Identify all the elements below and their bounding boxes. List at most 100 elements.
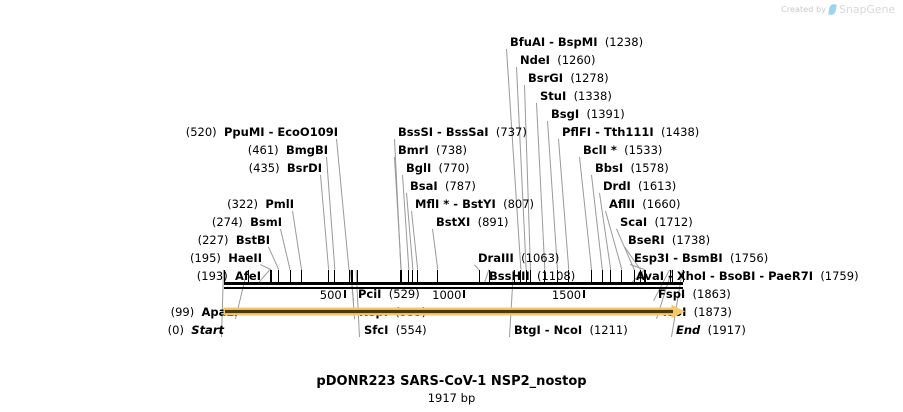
enzyme-name: MflI — [415, 197, 440, 211]
sequence-length-label: 1917 bp — [427, 391, 476, 405]
cut-site-tick — [544, 270, 546, 282]
enzyme-label-bsmi[interactable]: (274) BsmI — [212, 216, 282, 229]
enzyme-position: (787) — [444, 179, 476, 193]
enzyme-label-fspi[interactable]: FspI (1863) — [658, 288, 731, 301]
enzyme-label-draiii[interactable]: DraIII (1063) — [478, 252, 559, 265]
enzyme-label-bmgbi[interactable]: (461) BmgBI — [248, 144, 328, 157]
enzyme-separator: - — [669, 251, 682, 265]
enzyme-label-bsssi-bsssai[interactable]: BssSI - BssSaI (737) — [398, 126, 527, 139]
enzyme-name: BtgI — [514, 323, 541, 337]
cut-site-tick — [610, 270, 612, 282]
feature-arrow[interactable] — [0, 305, 903, 322]
enzyme-name: NcoI — [553, 323, 583, 337]
enzyme-label-bsai[interactable]: BsaI (787) — [410, 180, 476, 193]
enzyme-label-bsgi[interactable]: BsgI (1391) — [551, 108, 625, 121]
enzyme-position: (195) — [190, 251, 221, 265]
enzyme-position: (1917) — [707, 323, 746, 337]
enzyme-label-stui[interactable]: StuI (1338) — [540, 90, 612, 103]
enzyme-label-avai-xhoi-bsobi-paer7i[interactable]: AvaI - XhoI - BsoBI - PaeR7I (1759) — [636, 270, 859, 283]
enzyme-separator: - — [545, 35, 558, 49]
enzyme-position: (322) — [227, 197, 259, 211]
enzyme-label-btgi-ncoi[interactable]: BtgI - NcoI (1211) — [514, 324, 628, 337]
enzyme-label-pflfi-tth111i[interactable]: PflFI - Tth111I (1438) — [562, 126, 699, 139]
enzyme-position: (1613) — [638, 179, 677, 193]
enzyme-name: BssSI — [398, 125, 434, 139]
enzyme-position: (807) — [503, 197, 535, 211]
scale-label: 500 — [319, 288, 342, 302]
cut-site-tick — [412, 270, 414, 282]
scale-label: 1000 — [432, 288, 462, 302]
cut-site-tick — [270, 270, 272, 282]
enzyme-position: (1738) — [671, 233, 711, 247]
enzyme-position: (1578) — [630, 161, 669, 175]
enzyme-name: BssHII — [489, 269, 530, 283]
enzyme-label-bsrdi[interactable]: (435) BsrDI — [249, 162, 322, 175]
enzyme-position: (1759) — [820, 269, 859, 283]
enzyme-position: (1391) — [586, 107, 625, 121]
cut-site-tick — [328, 270, 330, 282]
enzyme-name: BglI — [406, 161, 432, 175]
enzyme-position: (770) — [438, 161, 470, 175]
enzyme-name: BsrGI — [528, 71, 563, 85]
cut-site-tick — [489, 270, 491, 282]
enzyme-separator: - — [755, 269, 769, 283]
enzyme-name: HaeII — [228, 251, 262, 265]
enzyme-label-esp3i-bsmbi[interactable]: Esp3I - BsmBI (1756) — [634, 252, 768, 265]
cut-site-tick — [400, 270, 402, 282]
enzyme-name: Start — [191, 323, 224, 337]
enzyme-label-bgli[interactable]: BglI (770) — [406, 162, 469, 175]
enzyme-label-start[interactable]: (0) Start — [168, 324, 224, 337]
enzyme-label-sfci[interactable]: SfcI (554) — [364, 324, 427, 337]
enzyme-label-bcli[interactable]: BclI * (1533) — [583, 144, 662, 157]
enzyme-name: BspMI — [557, 35, 598, 49]
enzyme-label-drdi[interactable]: DrdI (1613) — [603, 180, 676, 193]
enzyme-label-bsshii[interactable]: BssHII (1108) — [489, 270, 575, 283]
enzyme-name: BstBI — [235, 233, 270, 247]
enzyme-label-pcii[interactable]: PciI (529) — [358, 288, 420, 301]
cut-site-tick — [525, 270, 527, 282]
enzyme-position: (1063) — [521, 251, 560, 265]
cut-site-tick — [478, 270, 480, 282]
enzyme-label-scai[interactable]: ScaI (1712) — [620, 216, 693, 229]
enzyme-label-haeii[interactable]: (195) HaeII — [190, 252, 262, 265]
enzyme-name: ScaI — [620, 215, 648, 229]
enzyme-label-bstxi[interactable]: BstXI (891) — [436, 216, 509, 229]
enzyme-position: (227) — [197, 233, 229, 247]
enzyme-position: (1338) — [573, 89, 612, 103]
cut-site-tick — [348, 270, 350, 282]
enzyme-name: BseRI — [628, 233, 665, 247]
enzyme-position: (554) — [395, 323, 427, 337]
enzyme-label-aflii[interactable]: AflII (1660) — [609, 198, 681, 211]
enzyme-label-pmli[interactable]: (322) PmlI — [227, 198, 294, 211]
enzyme-separator: - — [264, 125, 278, 139]
enzyme-name: SfcI — [364, 323, 389, 337]
enzyme-position: (1756) — [729, 251, 769, 265]
enzyme-label-bsrgi[interactable]: BsrGI (1278) — [528, 72, 609, 85]
enzyme-label-bseri[interactable]: BseRI (1738) — [628, 234, 710, 247]
enzyme-label-ppumi-ecoo109i[interactable]: (520) PpuMI - EcoO109I — [186, 126, 338, 139]
enzyme-name: DrdI — [603, 179, 631, 193]
enzyme-label-bfuai-bspmi[interactable]: BfuAI - BspMI (1238) — [510, 36, 643, 49]
enzyme-name: BmrI — [398, 143, 429, 157]
enzyme-name: BmgBI — [285, 143, 328, 157]
enzyme-position: (1873) — [693, 305, 732, 319]
enzyme-name: Esp3I — [634, 251, 670, 265]
star-marker: * — [606, 143, 617, 157]
enzyme-label-mfli-bstyi[interactable]: MflI * - BstYI (807) — [415, 198, 534, 211]
cut-site-tick — [301, 270, 303, 282]
cut-site-tick — [437, 270, 439, 282]
enzyme-name: BsmI — [250, 215, 282, 229]
enzyme-label-bmri[interactable]: BmrI (738) — [398, 144, 467, 157]
scale-tick — [583, 290, 586, 298]
enzyme-label-bstbi[interactable]: (227) BstBI — [198, 234, 270, 247]
enzyme-position: (738) — [436, 143, 467, 157]
enzyme-label-bbsi[interactable]: BbsI (1578) — [595, 162, 669, 175]
cut-site-tick — [557, 270, 559, 282]
enzyme-name: Tth111I — [603, 125, 654, 139]
cut-site-tick — [408, 270, 410, 282]
enzyme-name: FspI — [658, 287, 686, 301]
page-title: pDONR223 SARS-CoV-1 NSP2_nostop — [316, 374, 587, 389]
enzyme-label-ndei[interactable]: NdeI (1260) — [520, 54, 596, 67]
enzyme-position: (520) — [185, 125, 217, 139]
enzyme-label-end[interactable]: End (1917) — [676, 324, 746, 337]
